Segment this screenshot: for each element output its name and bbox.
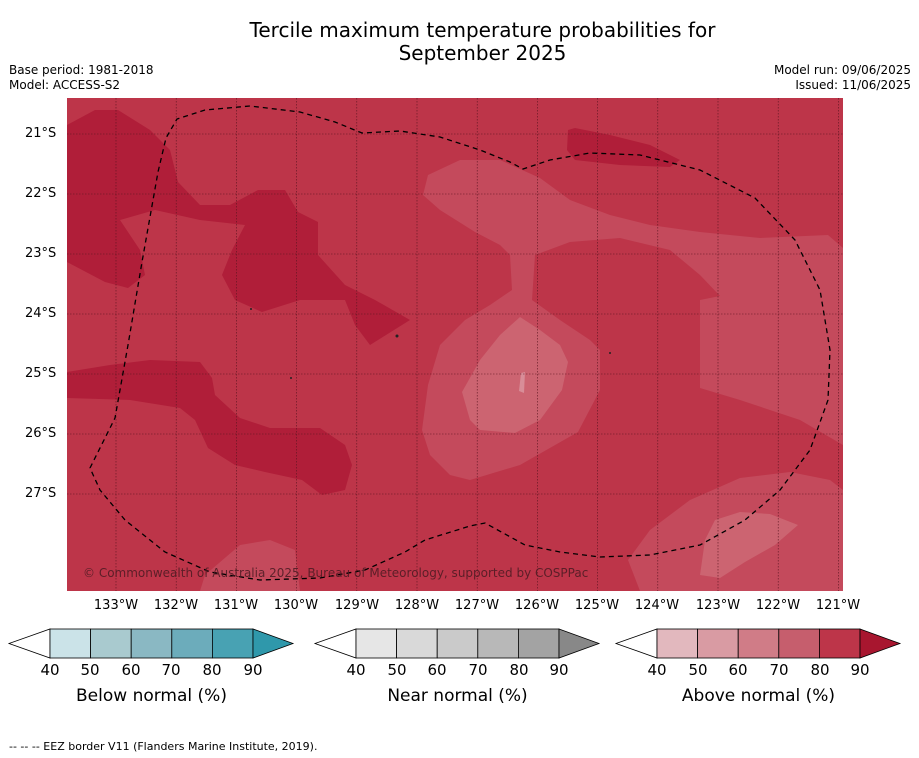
colorbar-segment	[211, 628, 254, 659]
map-title: Tercile maximum temperature probabilitie…	[0, 19, 919, 65]
graticule	[67, 98, 843, 591]
colorbar-below-graphic	[7, 628, 295, 659]
contour-above-70-southeast	[700, 512, 798, 578]
lon-label: 130°W	[273, 598, 319, 613]
colorbar-tick: 70	[161, 661, 181, 679]
colorbar-segment	[130, 628, 173, 659]
eez-footer-note: -- -- -- EEZ border V11 (Flanders Marine…	[9, 740, 318, 753]
lon-label: 128°W	[394, 598, 440, 613]
island-marker	[395, 334, 399, 338]
lon-label: 126°W	[514, 598, 560, 613]
colorbar-tick: 80	[509, 661, 529, 679]
colorbar-segment	[396, 628, 438, 659]
lat-label: 22°S	[25, 186, 57, 201]
colorbar-tick: 40	[647, 661, 667, 679]
colorbar-extend-high	[558, 628, 601, 659]
colorbar-segment	[355, 628, 397, 659]
contour-above-60-spot	[519, 372, 525, 393]
lon-label: 122°W	[755, 598, 801, 613]
contour-above-80-southwest	[200, 540, 300, 591]
colorbar-segment	[49, 628, 91, 659]
lon-label: 129°W	[334, 598, 380, 613]
colorbar-near-graphic	[313, 628, 601, 659]
map-area: © Commonwealth of Australia 2025, Bureau…	[67, 98, 843, 591]
colorbar-tick: 50	[80, 661, 100, 679]
lat-label: 27°S	[25, 486, 57, 501]
colorbar-above-graphic	[614, 628, 902, 659]
colorbar-extend-high	[252, 628, 295, 659]
colorbar-tick: 90	[850, 661, 870, 679]
colorbar-tick: 40	[346, 661, 366, 679]
base-period: Base period: 1981-2018	[9, 63, 154, 77]
lon-label: 123°W	[695, 598, 741, 613]
lon-label: 131°W	[213, 598, 259, 613]
lat-label: 24°S	[25, 306, 57, 321]
lat-label: 26°S	[25, 426, 57, 441]
copyright-text: © Commonwealth of Australia 2025, Bureau…	[83, 566, 588, 580]
meta-left: Base period: 1981-2018 Model: ACCESS-S2	[9, 63, 154, 93]
colorbar-extend-high	[859, 628, 902, 659]
lon-label: 125°W	[574, 598, 620, 613]
colorbar-segment	[477, 628, 519, 659]
island-marker	[609, 352, 611, 354]
contour-above-70-center	[462, 317, 568, 433]
colorbar-segment	[171, 628, 213, 659]
colorbar-segment	[778, 628, 820, 659]
colorbar-tick: 50	[688, 661, 708, 679]
colorbar-extend-low	[614, 628, 658, 659]
colorbar-tick: 90	[549, 661, 569, 679]
colorbar-segment	[90, 628, 132, 659]
colorbar-segment	[656, 628, 698, 659]
colorbar-segment	[819, 628, 861, 659]
colorbar-tick: 50	[387, 661, 407, 679]
colorbar-segment	[518, 628, 560, 659]
model-run: Model run: 09/06/2025	[773, 63, 911, 77]
contour-above-90-northeast	[567, 128, 680, 167]
colorbar-title-near: Near normal (%)	[387, 686, 528, 706]
colorbar-tick: 40	[40, 661, 60, 679]
model-name: Model: ACCESS-S2	[9, 78, 121, 92]
colorbar-extend-low	[313, 628, 357, 659]
lon-label: 121°W	[815, 598, 861, 613]
contour-above-90-north	[67, 110, 410, 345]
issued-date: Issued: 11/06/2025	[795, 78, 911, 92]
colorbar-title-above: Above normal (%)	[681, 686, 836, 706]
title-line-1: Tercile maximum temperature probabilitie…	[249, 18, 716, 42]
lon-label: 132°W	[153, 598, 199, 613]
lon-label: 124°W	[634, 598, 680, 613]
colorbar-tick: 70	[468, 661, 488, 679]
title-line-2: September 2025	[398, 41, 567, 65]
colorbar-tick: 60	[121, 661, 141, 679]
lon-label: 133°W	[93, 598, 139, 613]
island-marker	[290, 377, 292, 379]
island-marker	[250, 308, 252, 310]
colorbar-tick: 80	[810, 661, 830, 679]
contour-above-90-west	[67, 360, 352, 495]
colorbar-title-below: Below normal (%)	[76, 686, 227, 706]
lat-label: 23°S	[25, 246, 57, 261]
colorbar-tick: 80	[202, 661, 222, 679]
colorbar-extend-low	[7, 628, 51, 659]
lat-label: 21°S	[25, 126, 57, 141]
colorbar-segment	[697, 628, 739, 659]
colorbar-tick: 90	[243, 661, 263, 679]
colorbar-tick: 60	[728, 661, 748, 679]
colorbar-tick: 60	[427, 661, 447, 679]
colorbar-tick: 70	[769, 661, 789, 679]
lon-label: 127°W	[454, 598, 500, 613]
eez-border	[89, 105, 831, 581]
meta-right: Model run: 09/06/2025 Issued: 11/06/2025	[774, 63, 911, 93]
lat-label: 25°S	[25, 366, 57, 381]
colorbar-segment	[737, 628, 780, 659]
colorbar-segment	[436, 628, 479, 659]
colorbars	[7, 628, 902, 659]
